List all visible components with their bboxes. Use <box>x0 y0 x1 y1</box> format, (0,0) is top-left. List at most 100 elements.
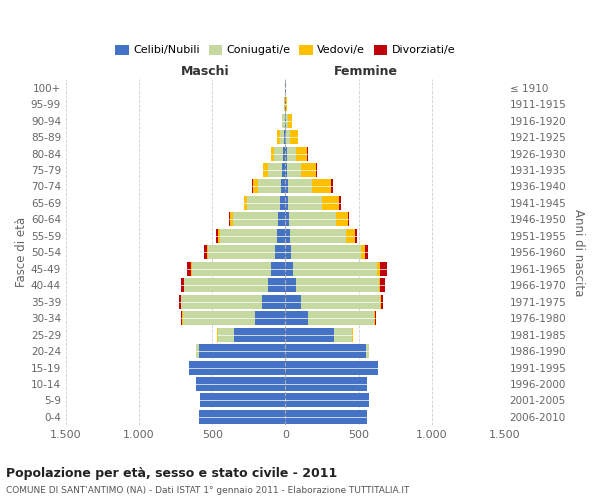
Bar <box>291 246 361 260</box>
Bar <box>271 146 274 160</box>
Bar <box>252 180 253 194</box>
Bar <box>187 262 191 276</box>
Bar <box>286 163 287 177</box>
Bar <box>377 262 380 276</box>
Bar <box>293 262 377 276</box>
Bar <box>281 180 286 194</box>
Bar <box>286 278 296 292</box>
Bar <box>277 229 286 243</box>
Bar <box>283 114 284 128</box>
Bar <box>199 410 286 424</box>
Bar <box>286 97 287 111</box>
Bar <box>191 262 192 276</box>
Bar <box>181 311 182 325</box>
Bar <box>280 196 286 210</box>
Bar <box>301 294 380 308</box>
Bar <box>196 344 199 358</box>
Bar <box>229 212 230 226</box>
Bar <box>244 196 247 210</box>
Bar <box>247 196 280 210</box>
Bar <box>218 229 220 243</box>
Bar <box>346 229 355 243</box>
Bar <box>286 196 288 210</box>
Bar <box>277 130 280 144</box>
Bar <box>182 311 183 325</box>
Bar <box>287 180 313 194</box>
Bar <box>286 114 288 128</box>
Bar <box>286 360 377 374</box>
Bar <box>352 328 353 342</box>
Bar <box>179 294 181 308</box>
Bar <box>316 163 317 177</box>
Bar <box>287 146 296 160</box>
Bar <box>286 328 334 342</box>
Bar <box>183 311 254 325</box>
Bar <box>308 311 374 325</box>
Bar <box>253 180 257 194</box>
Bar <box>192 262 271 276</box>
Bar <box>365 246 368 260</box>
Bar <box>184 278 268 292</box>
Bar <box>189 360 286 374</box>
Y-axis label: Fasce di età: Fasce di età <box>15 218 28 288</box>
Text: Maschi: Maschi <box>181 65 229 78</box>
Legend: Celibi/Nubili, Coniugati/e, Vedovi/e, Divorziati/e: Celibi/Nubili, Coniugati/e, Vedovi/e, Di… <box>111 40 460 60</box>
Bar <box>286 246 291 260</box>
Bar <box>208 246 275 260</box>
Bar <box>204 246 207 260</box>
Bar <box>284 114 286 128</box>
Bar <box>220 229 277 243</box>
Bar <box>181 278 184 292</box>
Bar <box>286 377 367 391</box>
Bar <box>286 394 369 407</box>
Bar <box>286 180 287 194</box>
Bar <box>196 377 286 391</box>
Bar <box>307 146 308 160</box>
Bar <box>374 311 376 325</box>
Bar <box>288 114 292 128</box>
Text: Femmine: Femmine <box>334 65 398 78</box>
Bar <box>366 344 370 358</box>
Bar <box>289 212 336 226</box>
Bar <box>280 130 284 144</box>
Bar <box>282 114 283 128</box>
Bar <box>271 262 286 276</box>
Bar <box>381 294 383 308</box>
Bar <box>275 246 286 260</box>
Bar <box>286 130 290 144</box>
Bar <box>286 146 287 160</box>
Bar <box>286 212 289 226</box>
Bar <box>216 229 218 243</box>
Bar <box>254 311 286 325</box>
Bar <box>286 344 366 358</box>
Bar <box>288 196 322 210</box>
Bar <box>286 410 367 424</box>
Bar <box>284 130 286 144</box>
Bar <box>361 246 365 260</box>
Bar <box>347 212 349 226</box>
Bar <box>268 278 286 292</box>
Bar <box>283 163 286 177</box>
Bar <box>379 278 380 292</box>
Bar <box>296 278 379 292</box>
Bar <box>274 146 283 160</box>
Bar <box>268 163 283 177</box>
Bar <box>380 278 385 292</box>
Bar <box>233 212 278 226</box>
Bar <box>263 163 268 177</box>
Text: Popolazione per età, sesso e stato civile - 2011: Popolazione per età, sesso e stato civil… <box>6 468 337 480</box>
Bar <box>340 196 341 210</box>
Bar <box>336 212 347 226</box>
Bar <box>334 328 352 342</box>
Bar <box>283 146 286 160</box>
Bar <box>230 212 233 226</box>
Bar <box>301 163 316 177</box>
Bar <box>286 262 293 276</box>
Bar <box>380 294 381 308</box>
Bar <box>286 311 308 325</box>
Bar <box>287 163 301 177</box>
Bar <box>380 262 387 276</box>
Bar <box>181 294 262 308</box>
Bar <box>296 146 307 160</box>
Bar <box>207 246 208 260</box>
